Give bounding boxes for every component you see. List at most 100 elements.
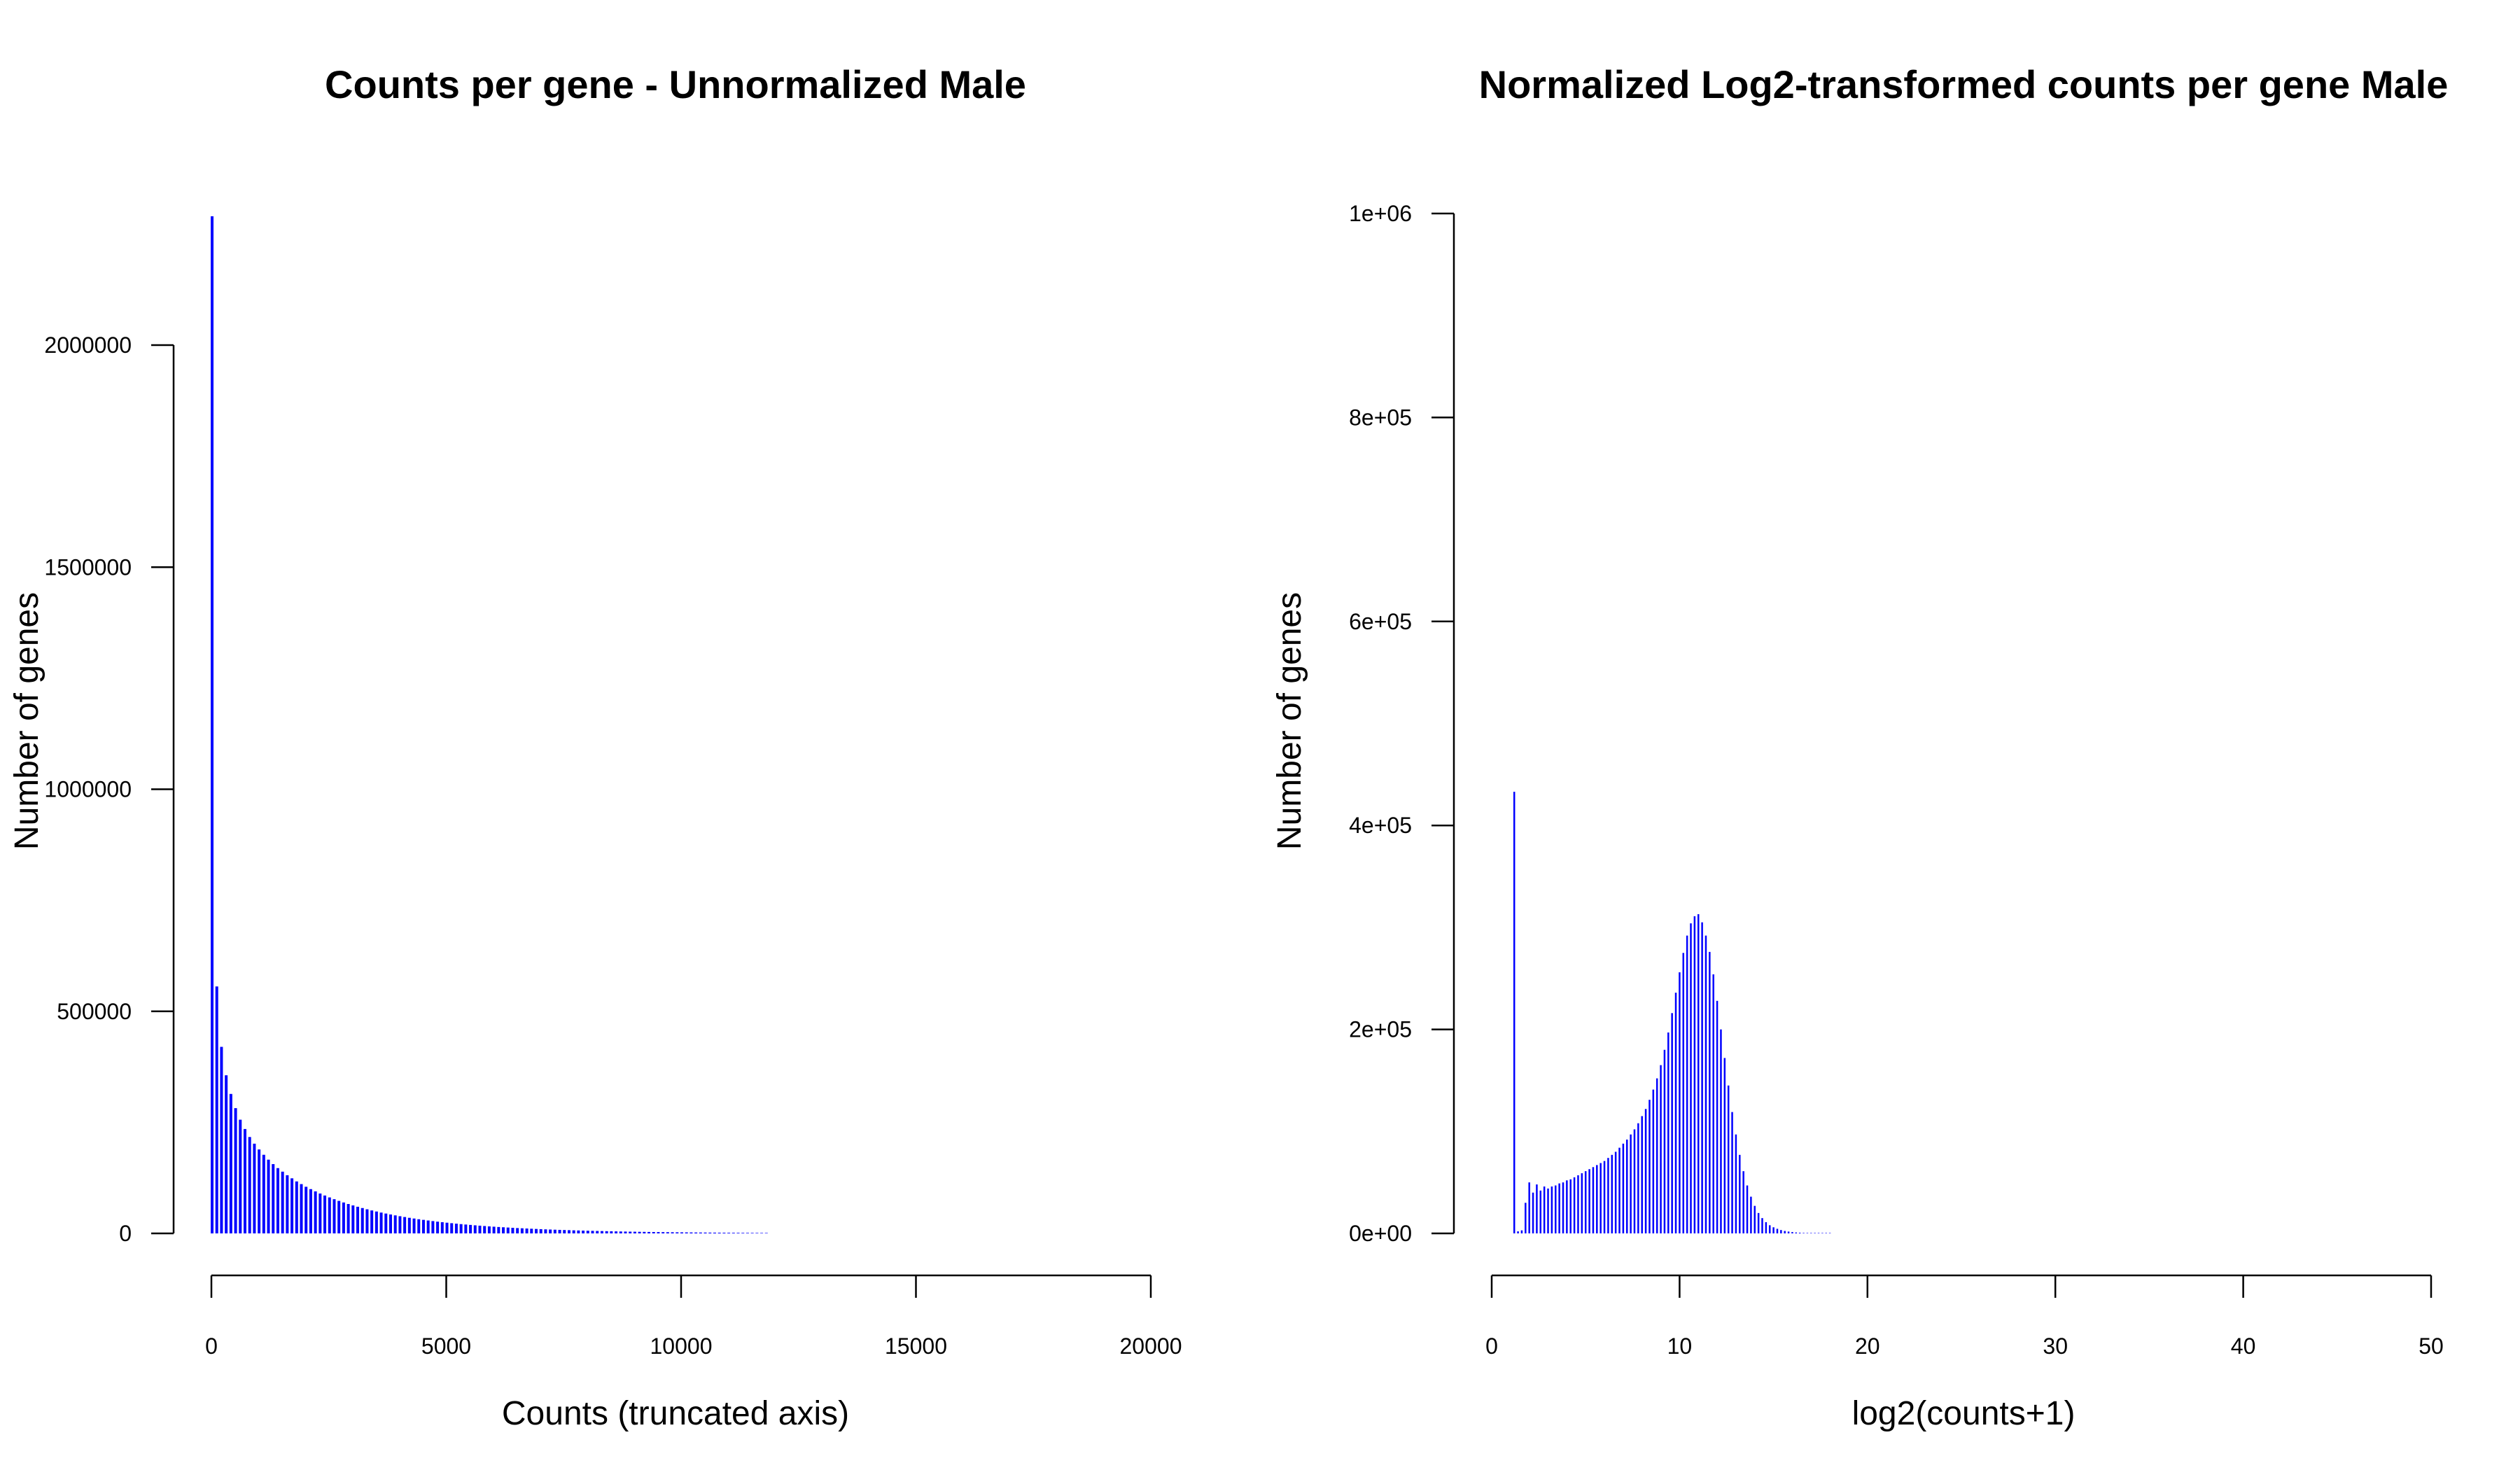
bar [1742, 1171, 1744, 1233]
bar [1517, 1231, 1519, 1233]
bar [1532, 1192, 1534, 1233]
bar [215, 986, 218, 1233]
x-axis: 0 5000 10000 15000 20000 [205, 1274, 1182, 1359]
bar [662, 1232, 665, 1233]
bar [516, 1228, 519, 1233]
bar [248, 1137, 251, 1233]
bar [314, 1191, 317, 1233]
bar [398, 1216, 402, 1233]
bar [1750, 1196, 1752, 1233]
bar [629, 1231, 632, 1233]
bar [1761, 1218, 1763, 1233]
x-tick-label: 10 [1667, 1334, 1693, 1359]
bar [1562, 1182, 1564, 1233]
bar [1618, 1147, 1620, 1233]
bar [323, 1195, 327, 1233]
bar [577, 1230, 580, 1233]
bar [1776, 1228, 1779, 1233]
bar [1652, 1089, 1655, 1233]
bar [464, 1224, 468, 1233]
bar [1547, 1188, 1549, 1233]
bar [549, 1229, 552, 1233]
bar [520, 1228, 524, 1233]
bar [1558, 1183, 1560, 1233]
bar [643, 1231, 646, 1233]
y-tick-label: 6e+05 [1349, 609, 1412, 634]
bar [253, 1143, 256, 1233]
x-axis-title: log2(counts+1) [1852, 1395, 2076, 1432]
bar [276, 1168, 279, 1233]
bar [1679, 972, 1681, 1233]
x-tick-label: 0 [1485, 1334, 1498, 1359]
bar [1780, 1230, 1782, 1233]
bar [671, 1232, 674, 1233]
bar [1787, 1231, 1790, 1233]
bar [258, 1149, 261, 1233]
bar [356, 1206, 360, 1233]
bar [1754, 1205, 1756, 1233]
bar [1739, 1154, 1741, 1233]
bar [1573, 1177, 1576, 1233]
bars [1513, 792, 1831, 1233]
bar [1686, 935, 1688, 1233]
bar [1656, 1078, 1658, 1233]
bar [610, 1231, 613, 1233]
bar [1596, 1165, 1598, 1233]
bar [318, 1194, 322, 1233]
x-tick-label: 10000 [650, 1334, 713, 1359]
y-axis: 0 500000 1000000 1500000 2000000 [44, 332, 175, 1246]
y-axis: 0e+00 2e+05 4e+05 6e+05 8e+05 1e+06 [1349, 201, 1455, 1246]
y-axis-title: Number of genes [8, 592, 46, 850]
bar [1772, 1227, 1774, 1233]
y-axis-title: Number of genes [1271, 592, 1308, 850]
bar [374, 1211, 378, 1233]
bar [1663, 1049, 1666, 1233]
bar [502, 1227, 505, 1233]
bar [351, 1205, 355, 1233]
bar [487, 1226, 491, 1233]
bar [591, 1231, 594, 1233]
bar [281, 1171, 284, 1233]
bar [1731, 1112, 1733, 1233]
bar [530, 1228, 533, 1233]
bar [1727, 1085, 1730, 1233]
bar [1671, 1013, 1673, 1233]
chart-title: Counts per gene - Unnormalized Male [325, 62, 1026, 106]
bar [1603, 1161, 1606, 1233]
y-tick-label: 0e+00 [1349, 1221, 1412, 1246]
bar [652, 1232, 655, 1233]
bars [211, 216, 768, 1233]
bar [436, 1222, 440, 1233]
bar [1697, 913, 1700, 1233]
bar [605, 1231, 608, 1233]
y-tick-label: 2000000 [44, 332, 132, 358]
bar [360, 1208, 364, 1233]
histogram-log2-counts: Normalized Log2-transformed counts per g… [1271, 62, 2449, 1432]
bar [365, 1209, 369, 1233]
bar [1746, 1185, 1749, 1233]
y-tick-label: 0 [119, 1221, 132, 1246]
bar [1768, 1225, 1771, 1233]
y-tick-label: 1000000 [44, 777, 132, 802]
bar [290, 1178, 294, 1233]
bar [445, 1222, 449, 1233]
bar [497, 1226, 500, 1233]
bar [267, 1159, 270, 1233]
bar [211, 216, 214, 1233]
y-tick-label: 2e+05 [1349, 1017, 1412, 1042]
bar [633, 1231, 636, 1233]
bar [666, 1232, 669, 1233]
y-tick-label: 500000 [57, 999, 132, 1024]
bar [1600, 1163, 1602, 1233]
bar [1791, 1232, 1793, 1233]
chart-title: Normalized Log2-transformed counts per g… [1479, 62, 2449, 106]
bar [407, 1217, 411, 1233]
histogram-raw-counts: Counts per gene - Unnormalized Male Coun… [8, 62, 1182, 1432]
bar [346, 1204, 350, 1233]
x-tick-label: 20 [1855, 1334, 1880, 1359]
bar [648, 1231, 651, 1233]
bar [300, 1184, 303, 1233]
chart-panel-left: Counts per gene - Unnormalized Male Coun… [8, 62, 1182, 1432]
bar [483, 1226, 486, 1233]
bar [1550, 1186, 1553, 1233]
